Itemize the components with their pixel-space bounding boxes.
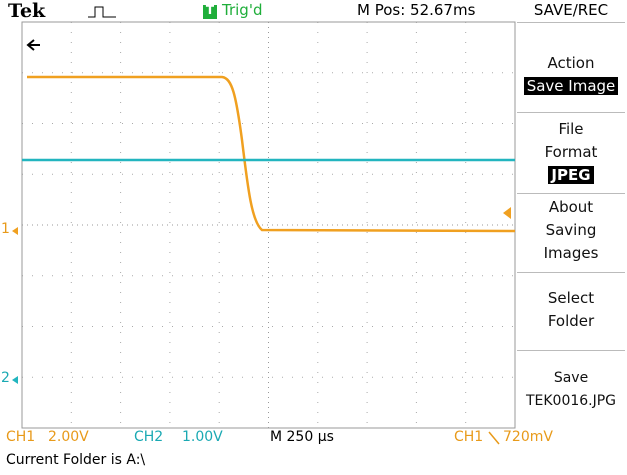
ch2-marker: 2 [1,370,10,386]
horizontal-position: M Pos: 52.67ms [357,1,475,19]
trigger-level-marker [503,207,511,219]
ch2-ground-arrow [12,376,18,384]
menu-about[interactable]: About Saving Images [517,196,625,265]
menu-value: TEK0016.JPG [517,390,625,413]
ch1-ground-arrow [12,227,18,235]
trigger-source: CH1 [454,429,483,445]
menu-label: Action [517,52,625,75]
trigger-position-marker [28,40,40,50]
brand: Tek [8,0,45,22]
acquisition-icon [88,7,116,17]
menu-separator [517,272,625,273]
trigger-badge: T [203,3,217,17]
oscilloscope-screen: {"header": {"brand": "Tek", "trigger_bad… [0,0,627,475]
menu-value: Save Image [524,77,619,95]
menu-separator [517,193,625,194]
menu-label: About Saving Images [536,196,606,265]
trigger-slope-icon [489,432,499,444]
menu-label: Select Folder [541,287,601,333]
menu-action[interactable]: Action Save Image [517,52,625,98]
menu-label: File Format [536,118,606,164]
menu-title: SAVE/REC [517,1,625,19]
ch1-scale: 2.00V [48,429,89,445]
ch1-trace [27,77,515,231]
menu-label: Save [517,367,625,390]
timebase: M 250 µs [270,429,334,445]
menu-file-format[interactable]: File Format JPEG [517,118,625,187]
menu-separator [517,350,625,351]
ch1-label: CH1 [6,429,35,445]
menu-save[interactable]: Save TEK0016.JPG [517,367,625,413]
ch2-scale: 1.00V [182,429,223,445]
menu-select-folder[interactable]: Select Folder [517,287,625,333]
ch1-marker: 1 [1,221,10,237]
trigger-status: Trig'd [222,1,262,19]
menu-separator [517,22,625,23]
menu-value: JPEG [548,166,593,184]
current-folder: Current Folder is A:\ [6,452,145,468]
ch2-label: CH2 [134,429,163,445]
trigger-level: 720mV [503,429,553,445]
menu-separator [517,112,625,113]
